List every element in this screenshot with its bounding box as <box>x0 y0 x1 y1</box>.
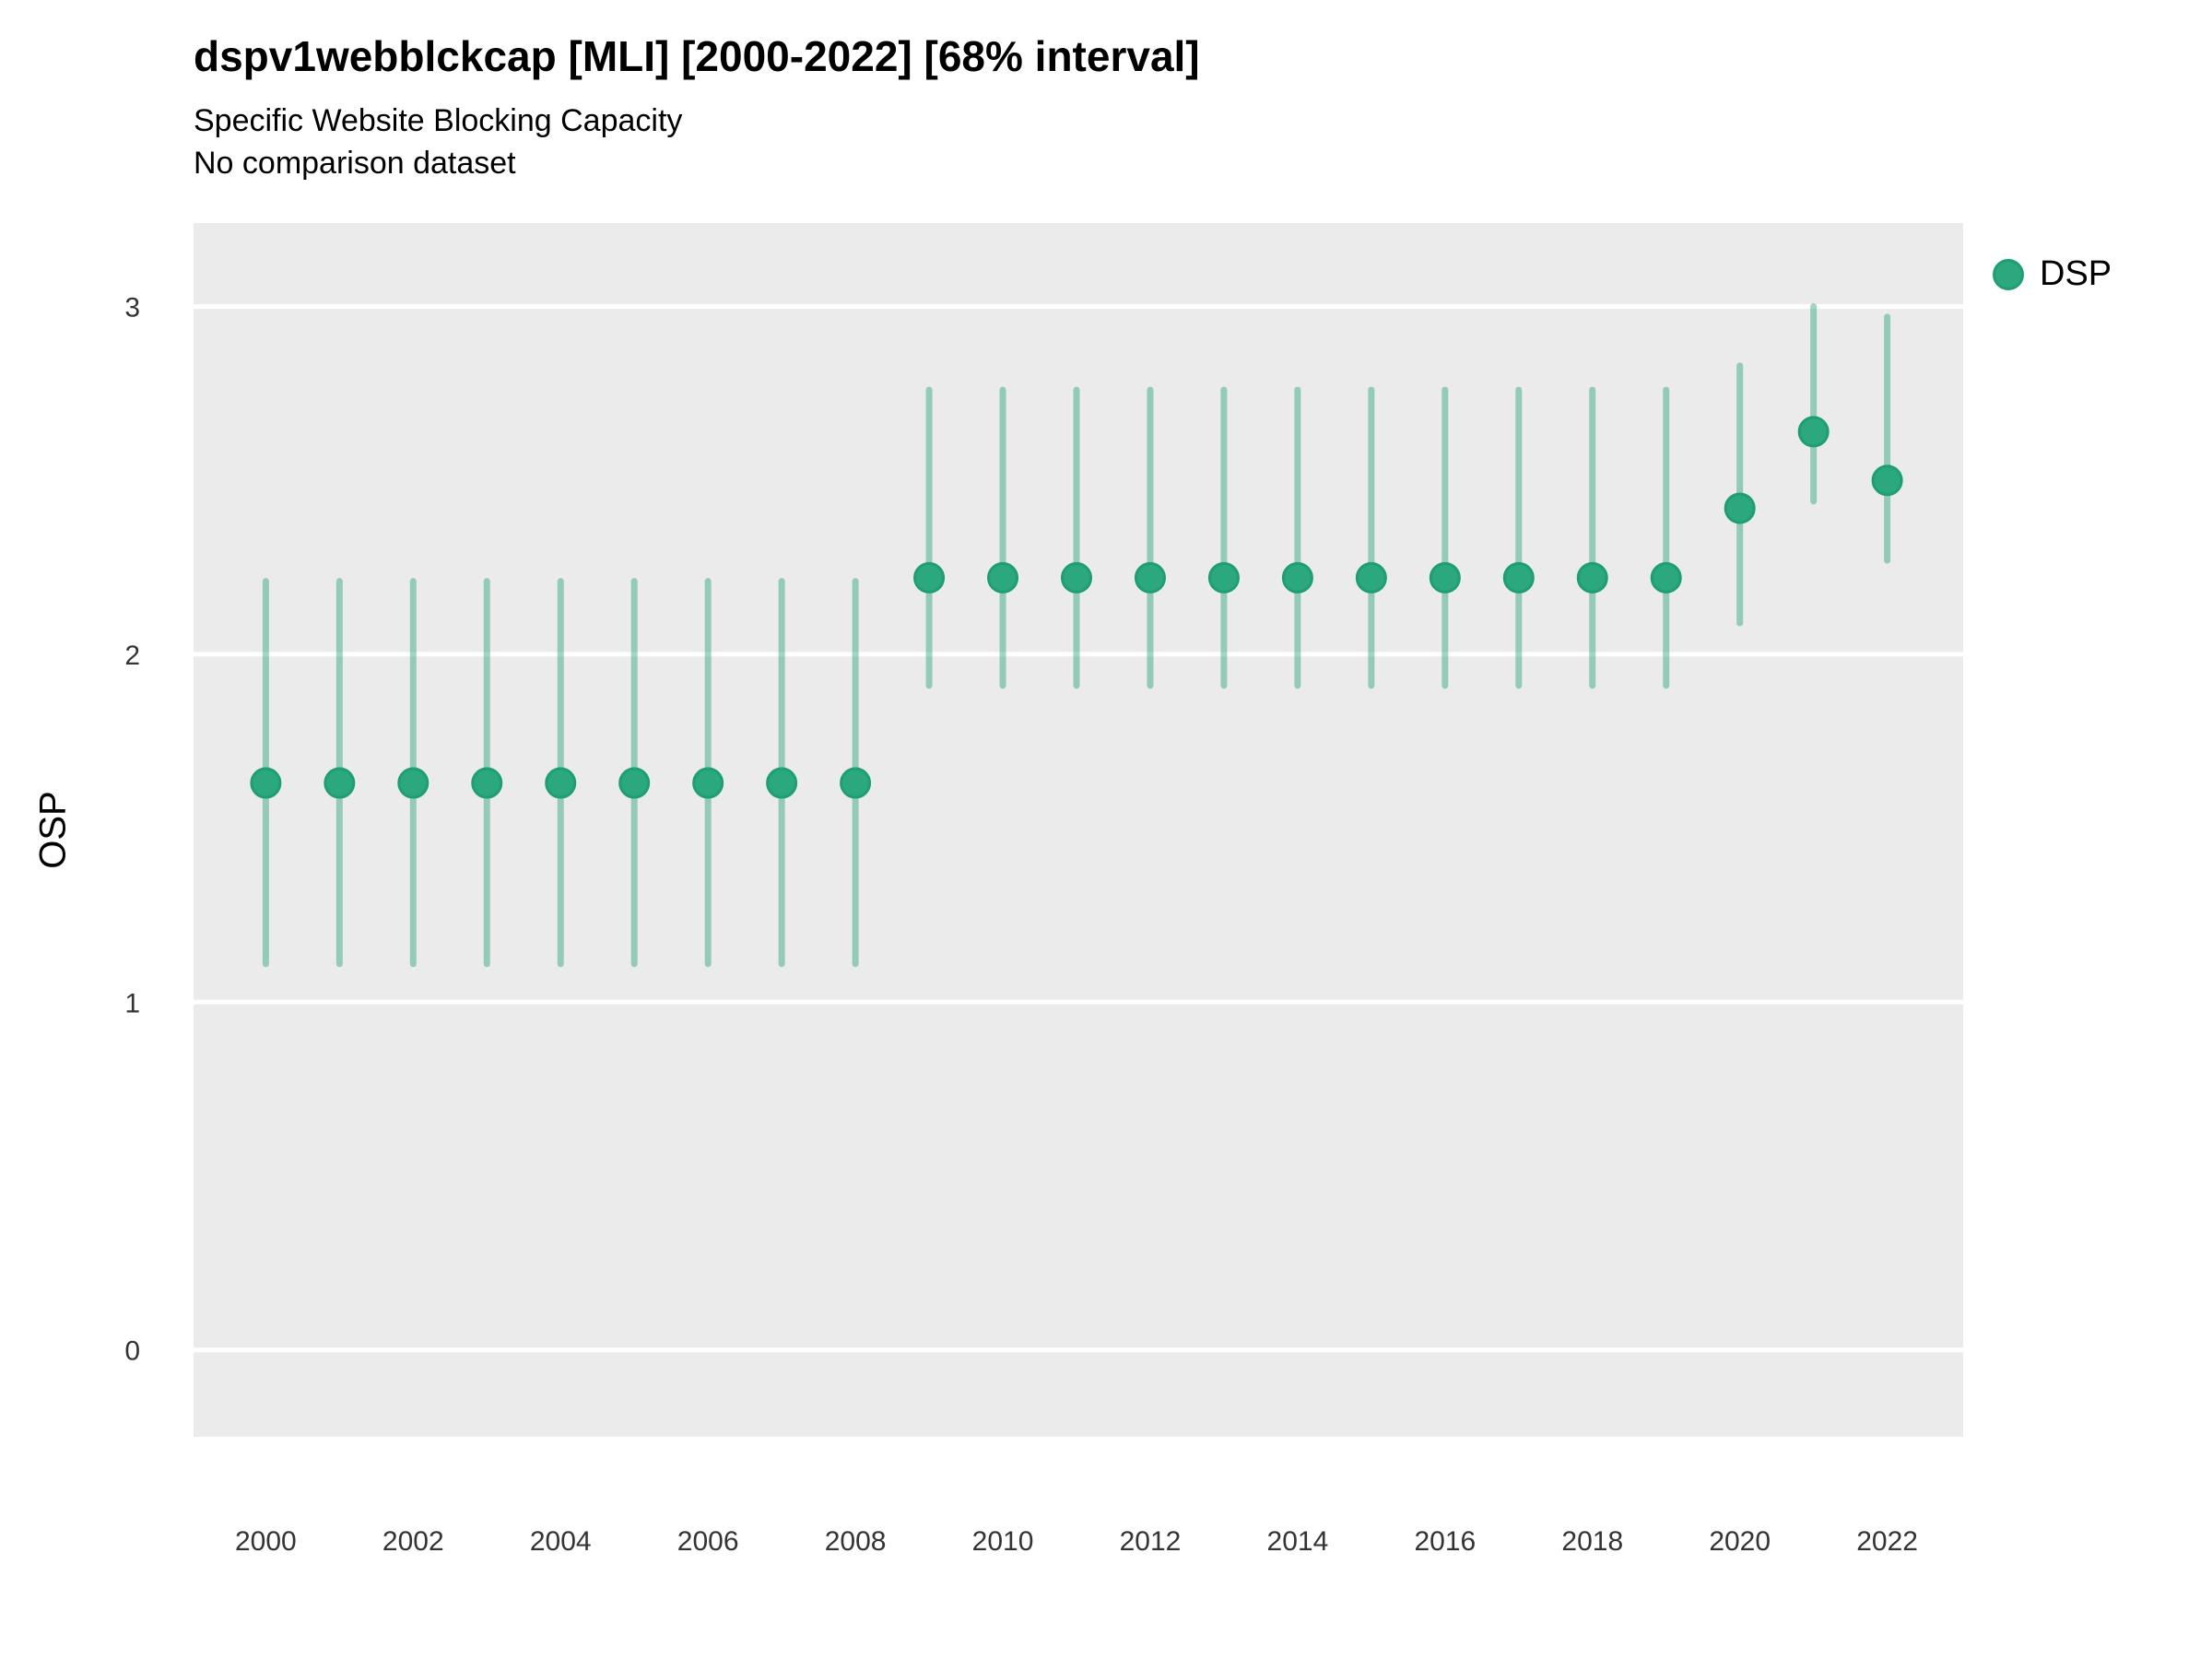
chart-title: dspv1webblckcap [MLI] [2000-2022] [68% i… <box>194 32 1200 80</box>
x-tick-label: 2006 <box>677 1526 739 1557</box>
x-tick-label: 2020 <box>1709 1526 1771 1557</box>
x-tick-label: 2008 <box>825 1526 887 1557</box>
data-point-2006 <box>692 767 724 799</box>
data-point-2009 <box>913 561 946 594</box>
data-point-2018 <box>1576 561 1608 594</box>
x-tick-label: 2004 <box>530 1526 592 1557</box>
data-point-2001 <box>324 767 356 799</box>
data-point-2008 <box>840 767 872 799</box>
comparison-note: No comparison dataset <box>194 146 516 181</box>
data-point-2021 <box>1797 416 1830 448</box>
data-point-2017 <box>1502 561 1535 594</box>
legend: DSP <box>1993 254 2112 294</box>
legend-label: DSP <box>2040 254 2112 293</box>
data-point-2002 <box>397 767 429 799</box>
data-point-2005 <box>618 767 651 799</box>
x-tick-label: 2002 <box>382 1526 444 1557</box>
data-point-2019 <box>1650 561 1682 594</box>
chart-subtitle: Specific Website Blocking Capacity <box>194 103 683 138</box>
x-tick-label: 2012 <box>1120 1526 1182 1557</box>
data-point-2000 <box>250 767 282 799</box>
x-tick-label: 2010 <box>972 1526 1034 1557</box>
y-tick-label: 3 <box>124 293 140 324</box>
y-tick-label: 2 <box>124 641 140 671</box>
data-point-2013 <box>1207 561 1240 594</box>
data-point-2020 <box>1724 492 1756 524</box>
x-tick-label: 2014 <box>1267 1526 1329 1557</box>
data-point-2012 <box>1134 561 1166 594</box>
data-point-2010 <box>987 561 1019 594</box>
data-point-2003 <box>471 767 503 799</box>
data-point-2004 <box>545 767 577 799</box>
data-point-2007 <box>766 767 798 799</box>
y-tick-label: 1 <box>124 988 140 1018</box>
data-point-2015 <box>1355 561 1387 594</box>
x-tick-label: 2016 <box>1414 1526 1476 1557</box>
legend-point-icon <box>1993 258 2024 290</box>
data-point-2016 <box>1429 561 1461 594</box>
panel-background <box>194 223 1963 1437</box>
y-tick-label: 0 <box>124 1336 140 1367</box>
data-point-2014 <box>1281 561 1313 594</box>
data-point-2022 <box>1871 465 1903 497</box>
x-tick-label: 2000 <box>235 1526 297 1557</box>
x-tick-label: 2018 <box>1561 1526 1623 1557</box>
x-tick-label: 2022 <box>1856 1526 1918 1557</box>
data-point-2011 <box>1061 561 1093 594</box>
